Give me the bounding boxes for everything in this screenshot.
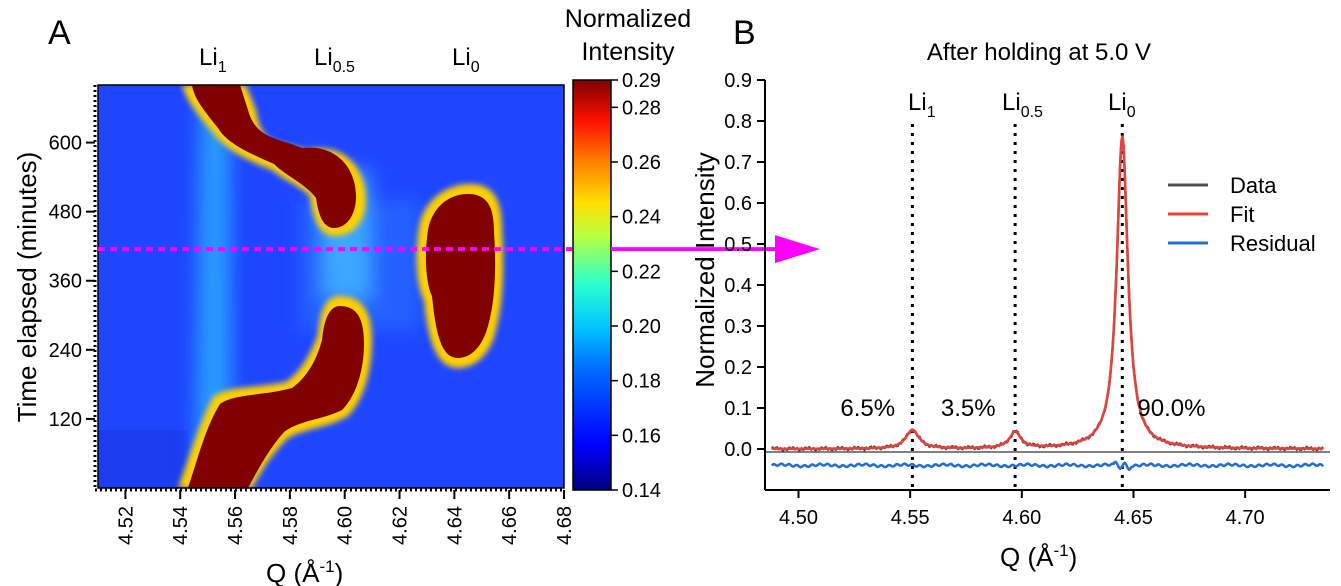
colorbar-tick-label: 0.26 bbox=[622, 152, 661, 174]
spectrum-y-tick-label: 0.4 bbox=[724, 275, 752, 297]
panel-b-letter: B bbox=[733, 14, 756, 52]
peak-label-li0-b: Li0 bbox=[1108, 89, 1136, 121]
heatmap-y-tick-label: 120 bbox=[49, 409, 82, 431]
heatmap-x-tick-label: 4.60 bbox=[335, 506, 357, 545]
heatmap-y-tick-label: 360 bbox=[49, 271, 82, 293]
colorbar-tick-label: 0.16 bbox=[622, 425, 661, 447]
heatmap bbox=[98, 85, 564, 488]
spectrum-x-tick-label: 4.60 bbox=[1002, 507, 1041, 529]
time-marker-arrowhead bbox=[775, 235, 820, 264]
legend: Data Fit Residual bbox=[1168, 173, 1316, 256]
peak-labels-b: Li1 Li0.5 Li0 bbox=[908, 89, 1136, 121]
heatmap-lower-band bbox=[98, 430, 188, 488]
colorbar-tick-label: 0.14 bbox=[622, 480, 661, 502]
spectrum-y-tick-label: 0.8 bbox=[724, 111, 752, 133]
heatmap-x-tick-label: 4.68 bbox=[554, 506, 576, 545]
heatmap-tick-labels: 4.52 4.54 4.56 4.58 4.60 4.62 4.64 4.66 4.68 120 2… bbox=[49, 133, 576, 545]
fit-series bbox=[771, 135, 1324, 451]
spectrum-y-tick-label: 0.7 bbox=[724, 152, 752, 174]
colorbar-tick-label: 0.28 bbox=[622, 97, 661, 119]
spectrum-x-tick-label: 4.70 bbox=[1226, 507, 1265, 529]
reference-lines bbox=[910, 124, 1124, 490]
colorbar-tick-label: 0.29 bbox=[622, 70, 661, 92]
glow-li1-streak bbox=[195, 85, 232, 488]
heatmap-x-tick-label: 4.62 bbox=[390, 506, 412, 545]
spectrum-y-tick-label: 0.0 bbox=[724, 439, 752, 461]
peak-labels-a: Li1 Li0.5 Li0 bbox=[199, 44, 480, 76]
peak-label-li1-b: Li1 bbox=[908, 89, 936, 121]
percentage-labels: 6.5% 3.5% 90.0% bbox=[840, 395, 1205, 422]
colorbar-ticks: 0.29 0.28 0.26 0.24 0.22 0.20 0.18 0.16 0.14 bbox=[611, 70, 661, 502]
heatmap-x-tick-label: 4.64 bbox=[444, 506, 466, 545]
heatmap-x-tick-label: 4.56 bbox=[225, 506, 247, 545]
colorbar-tick-label: 0.18 bbox=[622, 371, 661, 393]
legend-label-fit: Fit bbox=[1230, 202, 1254, 227]
colorbar bbox=[572, 79, 612, 491]
heatmap-y-axis-label: Time elapsed (minutes) bbox=[12, 152, 42, 423]
heatmap-y-tick-label: 480 bbox=[49, 202, 82, 224]
peak-label-li05-b: Li0.5 bbox=[1002, 89, 1043, 121]
colorbar-title-line1: Normalized bbox=[565, 5, 691, 33]
heatmap-y-tick-label: 600 bbox=[49, 133, 82, 155]
spectrum-x-tick-label: 4.55 bbox=[891, 507, 930, 529]
colorbar-tick-label: 0.22 bbox=[622, 261, 661, 283]
heatmap-x-tick-label: 4.58 bbox=[280, 506, 302, 545]
spectrum-y-tick-label: 0.3 bbox=[724, 316, 752, 338]
panel-a-letter: A bbox=[48, 14, 71, 52]
spectrum-x-tick-label: 4.50 bbox=[779, 507, 818, 529]
spectrum-y-axis-label: Normalized Intensity bbox=[690, 152, 720, 388]
legend-label-data: Data bbox=[1230, 173, 1277, 198]
heatmap-axis-ticks bbox=[86, 141, 565, 499]
colorbar-tick-label: 0.24 bbox=[622, 207, 661, 229]
spectrum-y-tick-label: 0.5 bbox=[724, 234, 752, 256]
heatmap-y-tick-label: 240 bbox=[49, 340, 82, 362]
core-lower-lobe bbox=[188, 306, 364, 488]
heatmap-x-axis-label: Q (Å-1) bbox=[266, 557, 343, 586]
heatmap-x-tick-label: 4.52 bbox=[115, 506, 137, 545]
percentage-label: 90.0% bbox=[1137, 395, 1205, 422]
spectrum-y-tick-label: 0.9 bbox=[724, 70, 752, 92]
peak-label-li0-a: Li0 bbox=[452, 44, 480, 76]
heatmap-frame bbox=[97, 84, 565, 489]
core-li0-lobe bbox=[425, 194, 496, 358]
spectrum-y-tick-label: 0.6 bbox=[724, 193, 752, 215]
heatmap-x-tick-label: 4.54 bbox=[170, 506, 192, 545]
spectrum-ticks: 4.50 4.55 4.60 4.65 4.70 0.0 0.1 0.2 0.3 0.4 0.5 0.… bbox=[724, 70, 1264, 529]
spectrum-y-tick-label: 0.1 bbox=[724, 398, 752, 420]
heatmap-x-tick-label: 4.66 bbox=[499, 506, 521, 545]
spectrum-x-tick-label: 4.65 bbox=[1114, 507, 1153, 529]
peak-label-li1-a: Li1 bbox=[199, 44, 227, 76]
spectrum-x-axis-label: Q (Å-1) bbox=[1000, 541, 1077, 572]
panel-b-title: After holding at 5.0 V bbox=[927, 39, 1151, 66]
heatmap-cores bbox=[188, 85, 496, 488]
core-upper-lobe bbox=[192, 85, 356, 228]
colorbar-tick-label: 0.20 bbox=[622, 316, 661, 338]
spectrum-y-tick-label: 0.2 bbox=[724, 357, 752, 379]
residual-series bbox=[770, 460, 1325, 472]
spectrum-plot: 4.50 4.55 4.60 4.65 4.70 0.0 0.1 0.2 0.3 0.4 0.5 0.… bbox=[724, 70, 1330, 529]
percentage-label: 6.5% bbox=[840, 395, 895, 422]
legend-label-residual: Residual bbox=[1230, 231, 1316, 256]
percentage-label: 3.5% bbox=[941, 395, 996, 422]
peak-label-li05-a: Li0.5 bbox=[314, 44, 355, 76]
colorbar-title-line2: Intensity bbox=[581, 38, 675, 66]
